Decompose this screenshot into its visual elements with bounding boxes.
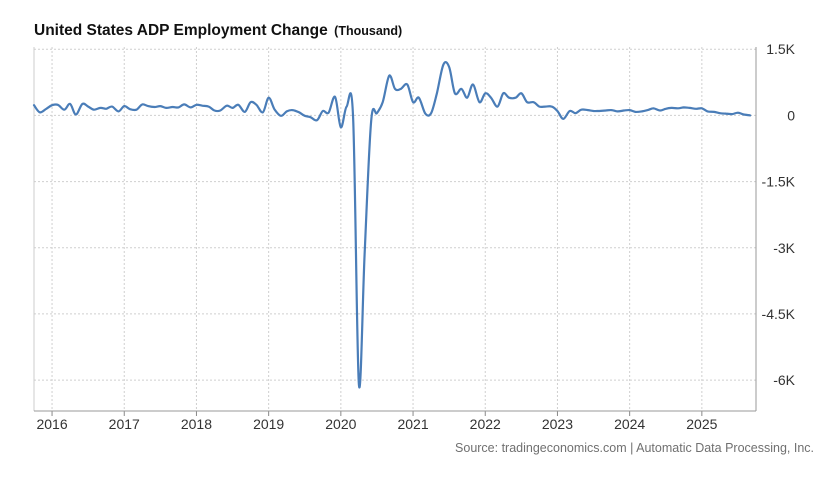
chart-title-block: United States ADP Employment Change (Tho… bbox=[34, 22, 402, 40]
x-tick-label: 2020 bbox=[325, 416, 356, 432]
x-tick-label: 2022 bbox=[470, 416, 501, 432]
y-tick-label: -6K bbox=[773, 372, 795, 388]
source-note: Source: tradingeconomics.com | Automatic… bbox=[455, 441, 814, 455]
x-tick-label: 2024 bbox=[614, 416, 645, 432]
x-tick-label: 2017 bbox=[109, 416, 140, 432]
chart-unit: (Thousand) bbox=[334, 24, 403, 38]
y-tick-label: -3K bbox=[773, 240, 795, 256]
series-line bbox=[32, 61, 752, 389]
x-tick-label: 2018 bbox=[181, 416, 212, 432]
y-tick-label: 0 bbox=[787, 107, 795, 123]
x-tick-label: 2019 bbox=[253, 416, 284, 432]
y-tick-label: 1.5K bbox=[766, 41, 795, 57]
x-tick-label: 2016 bbox=[36, 416, 67, 432]
x-tick-label: 2021 bbox=[397, 416, 428, 432]
y-tick-label: -1.5K bbox=[762, 174, 796, 190]
x-tick-label: 2023 bbox=[542, 416, 573, 432]
chart-title: United States ADP Employment Change bbox=[34, 22, 328, 39]
x-tick-label: 2025 bbox=[686, 416, 717, 432]
y-tick-label: -4.5K bbox=[762, 306, 796, 322]
